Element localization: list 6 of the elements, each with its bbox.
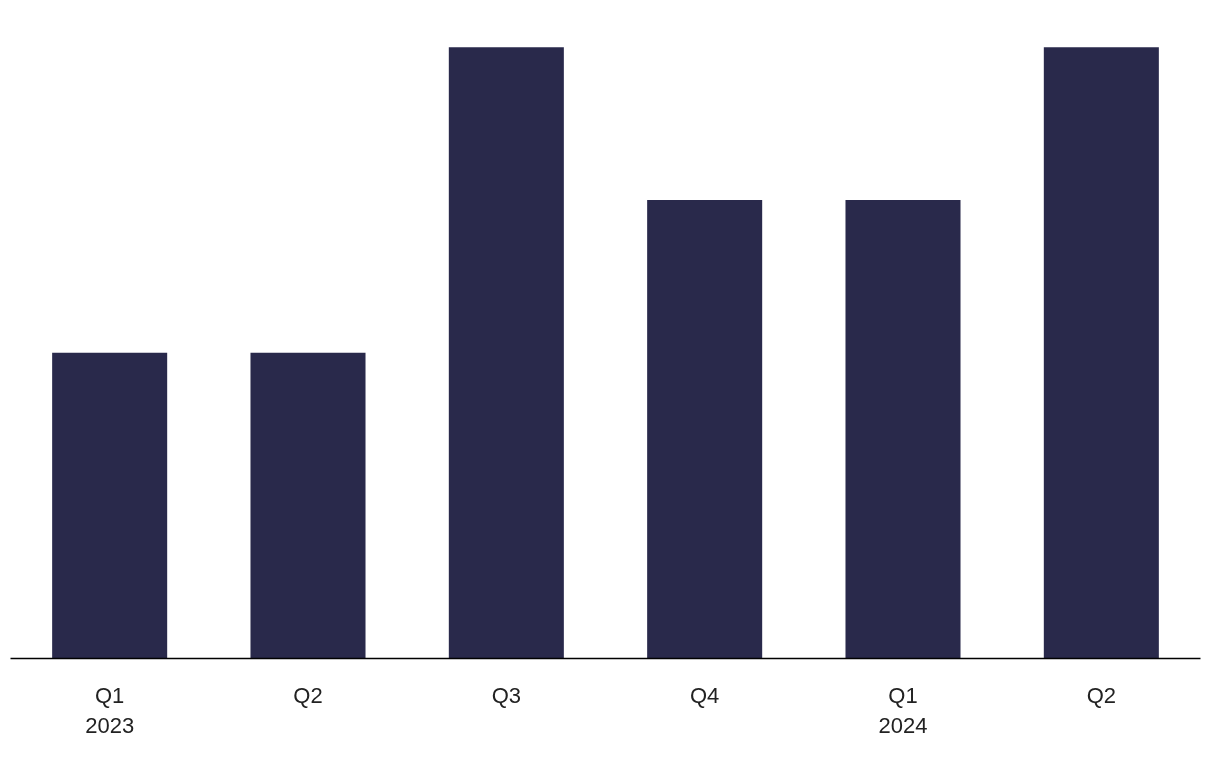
x-tick-label: Q1 2024	[878, 682, 928, 738]
x-tick-label: Q2	[293, 682, 323, 708]
x-tick-label: Q4	[689, 682, 720, 708]
x-tick-label: Q2	[1086, 682, 1117, 708]
x-tick-label: Q1 2023	[85, 682, 135, 738]
x-tick-label: Q3	[491, 682, 522, 708]
